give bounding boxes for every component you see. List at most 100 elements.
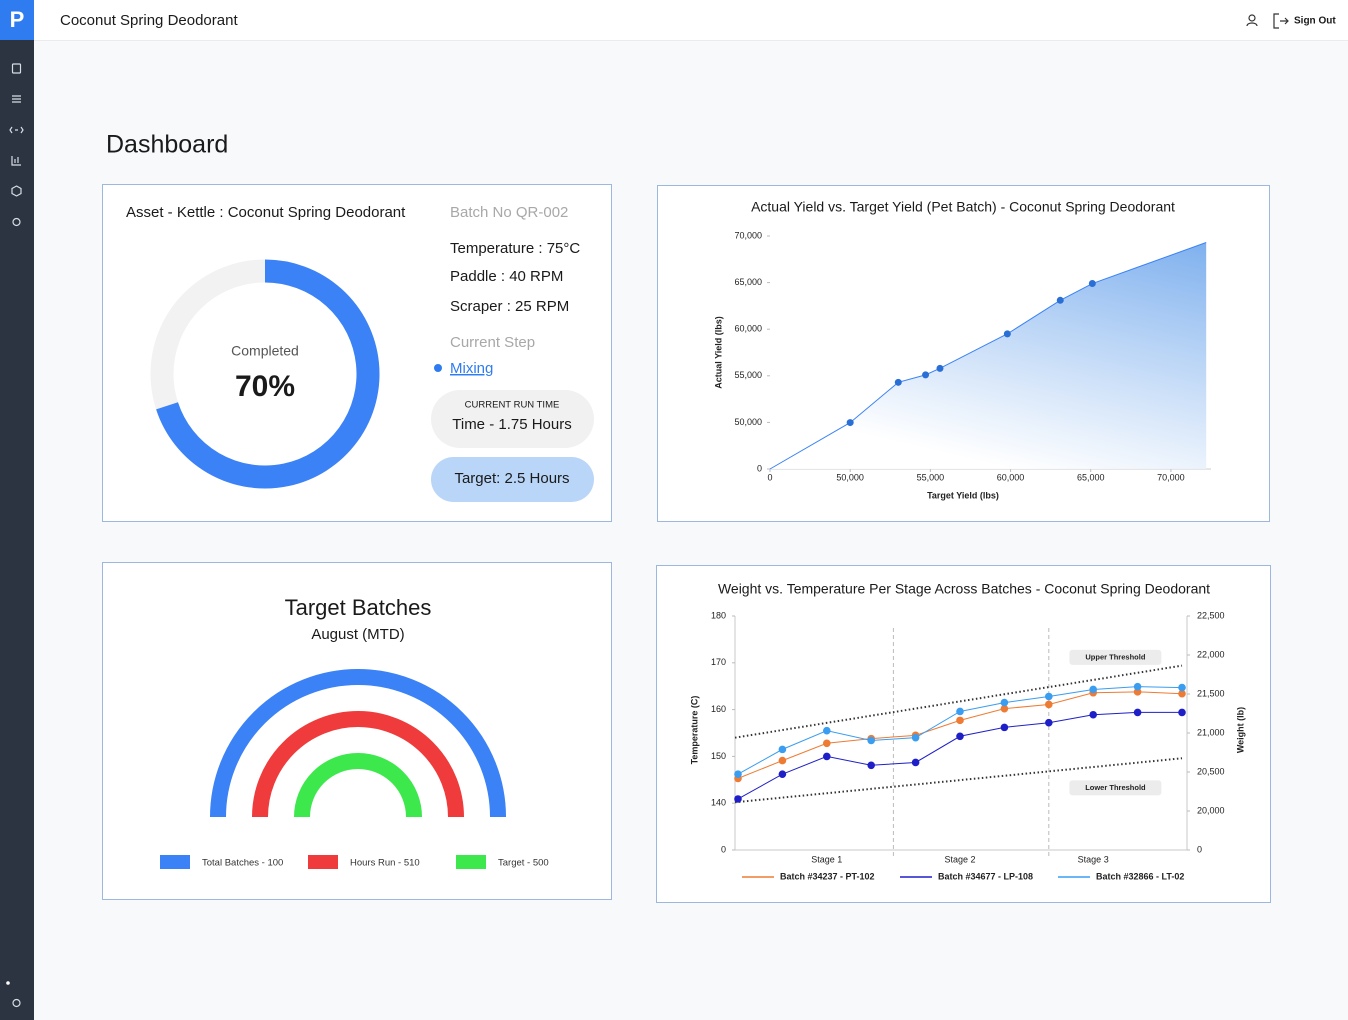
process-parameter: Temperature : 75°C — [450, 240, 580, 257]
series-point — [778, 756, 787, 765]
series-point — [734, 795, 742, 803]
series-point — [911, 758, 920, 767]
legend-label: Target - 500 — [498, 858, 549, 869]
weight-card — [656, 565, 1271, 903]
series-point — [778, 745, 787, 754]
completed-value: 70% — [235, 370, 295, 403]
series-point — [823, 739, 831, 748]
legend-swatch — [160, 855, 190, 869]
semicircle-arc — [294, 753, 422, 818]
x-tick-label: 65,000 — [1077, 472, 1105, 482]
y-tick-label: 180 — [711, 610, 726, 620]
series-point — [956, 732, 964, 741]
y-tick-label: 0 — [721, 844, 726, 854]
nav-icon[interactable] — [12, 95, 21, 103]
settings-icon[interactable] — [12, 998, 21, 1008]
x-tick-label: Stage 1 — [811, 854, 842, 864]
page-title: Dashboard — [106, 131, 228, 159]
y-tick-label: 170 — [711, 657, 726, 667]
yield-area — [770, 242, 1207, 469]
legend-label: Batch #34237 - PT-102 — [780, 871, 875, 881]
threshold-label: Upper Threshold — [1085, 652, 1145, 661]
y2-tick-label: 22,000 — [1197, 649, 1225, 659]
series-point — [1000, 704, 1009, 713]
step-dot — [434, 364, 442, 372]
nav-icon[interactable] — [11, 156, 21, 166]
y-axis-label: Actual Yield (lbs) — [713, 316, 723, 389]
yield-point — [1003, 330, 1011, 338]
target-time[interactable]: Target: 2.5 Hours — [454, 470, 569, 487]
yield-point — [894, 378, 902, 386]
y-tick-label: 0 — [757, 463, 762, 473]
series-point — [823, 726, 831, 735]
yield-point — [936, 364, 944, 372]
run-time: Time - 1.75 Hours — [452, 416, 571, 433]
asset-title: Asset - Kettle : Coconut Spring Deodoran… — [126, 204, 406, 221]
process-parameter: Paddle : 40 RPM — [450, 268, 563, 285]
x-axis-label: Target Yield (lbs) — [927, 490, 999, 500]
chart-title: Target Batches — [285, 595, 432, 620]
user-icon[interactable] — [1246, 22, 1258, 27]
nav-icon[interactable] — [9, 126, 24, 134]
process-parameter: Scraper : 25 RPM — [450, 298, 569, 315]
series-point — [1089, 710, 1097, 719]
y2-axis-label: Weight (lb) — [1235, 707, 1245, 753]
series-point — [1045, 692, 1053, 701]
series-point — [956, 707, 964, 716]
y2-tick-label: 21,500 — [1197, 688, 1225, 698]
y-tick-label: 140 — [711, 798, 726, 808]
sign-out-icon[interactable] — [1273, 13, 1289, 29]
x-tick-label: 70,000 — [1157, 472, 1185, 482]
x-tick-label: 50,000 — [836, 472, 864, 482]
chart-subtitle: August (MTD) — [311, 626, 404, 643]
y-tick-label: 65,000 — [734, 277, 762, 287]
current-step[interactable]: Mixing — [450, 360, 493, 377]
batches-card — [102, 562, 612, 900]
nav-icon[interactable] — [12, 217, 21, 227]
logo[interactable]: P — [10, 7, 25, 32]
nav-icon[interactable] — [11, 185, 22, 197]
y2-tick-label: 0 — [1197, 844, 1202, 854]
user-icon[interactable] — [1248, 14, 1256, 22]
yield-point — [846, 419, 854, 427]
series-point — [1133, 708, 1142, 717]
series-point — [1045, 700, 1053, 709]
sign-out[interactable]: Sign Out — [1294, 16, 1336, 27]
series-point — [1178, 708, 1186, 717]
series-point — [867, 761, 875, 770]
series-point — [734, 770, 742, 778]
x-tick-label: 60,000 — [997, 472, 1025, 482]
series-point — [1178, 683, 1186, 692]
series-point — [911, 733, 920, 742]
threshold-label: Lower Threshold — [1085, 783, 1146, 792]
yield-point — [1088, 280, 1096, 288]
y2-tick-label: 20,000 — [1197, 805, 1225, 815]
yield-point — [922, 371, 930, 379]
progress-arc — [156, 259, 380, 489]
series-point — [1089, 685, 1097, 694]
legend-label: Hours Run - 510 — [350, 858, 420, 869]
semicircle-arc — [252, 711, 464, 818]
completed-label: Completed — [231, 343, 299, 359]
header-title: Coconut Spring Deodorant — [60, 12, 238, 29]
legend-swatch — [308, 855, 338, 869]
chart-title: Weight vs. Temperature Per Stage Across … — [718, 581, 1210, 597]
series-point — [1000, 723, 1009, 732]
y-tick-label: 55,000 — [734, 370, 762, 380]
legend-swatch — [456, 855, 486, 869]
legend-label: Batch #34677 - LP-108 — [938, 871, 1033, 881]
legend-label: Batch #32866 - LT-02 — [1096, 871, 1184, 881]
x-tick-label: 0 — [767, 472, 772, 482]
sidebar — [0, 0, 34, 1020]
x-tick-label: Stage 3 — [1078, 854, 1109, 864]
logo-box[interactable] — [0, 0, 34, 40]
nav-icon[interactable] — [11, 63, 22, 74]
legend-label: Total Batches - 100 — [202, 858, 283, 869]
y2-tick-label: 20,500 — [1197, 766, 1225, 776]
y2-tick-label: 22,500 — [1197, 610, 1225, 620]
target-pill[interactable] — [431, 457, 594, 502]
batch-number: Batch No QR-002 — [450, 204, 568, 221]
series-point — [1133, 682, 1142, 691]
